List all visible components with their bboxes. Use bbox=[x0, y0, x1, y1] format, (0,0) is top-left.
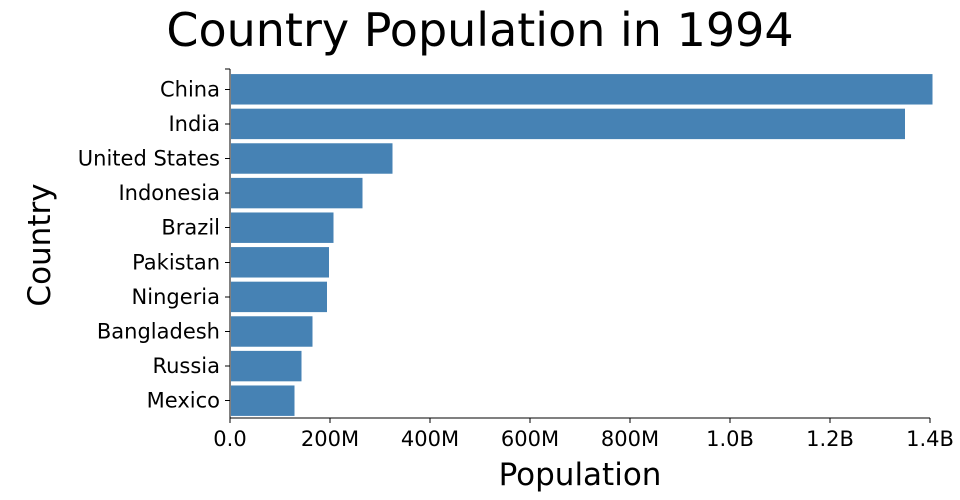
bar-brazil bbox=[231, 212, 334, 243]
chart-title: Country Population in 1994 bbox=[166, 3, 793, 57]
x-tick-label: 0.0 bbox=[213, 427, 246, 451]
bar-china bbox=[231, 74, 933, 105]
y-tick-label: Indonesia bbox=[118, 181, 220, 205]
bar-indonesia bbox=[231, 177, 363, 209]
y-tick-label: Bangladesh bbox=[97, 320, 220, 344]
y-tick-label: Pakistan bbox=[132, 250, 220, 274]
x-tick-label: 1.0B bbox=[706, 427, 754, 451]
bar-united-states bbox=[231, 143, 393, 174]
bar-bangladesh bbox=[231, 316, 313, 347]
x-tick-label: 200M bbox=[301, 427, 359, 451]
bars-layer bbox=[231, 74, 933, 416]
y-tick-label: India bbox=[168, 112, 220, 136]
y-tick-label: Mexico bbox=[147, 389, 220, 413]
bar-mexico bbox=[231, 385, 295, 416]
x-tick-label: 1.4B bbox=[906, 427, 954, 451]
y-tick-label: United States bbox=[78, 147, 220, 171]
y-tick-label: Ningeria bbox=[132, 285, 220, 309]
bar-india bbox=[231, 108, 905, 140]
bar-russia bbox=[231, 350, 302, 382]
x-tick-label: 400M bbox=[401, 427, 459, 451]
x-tick-label: 800M bbox=[601, 427, 659, 451]
y-tick-label: Russia bbox=[152, 354, 220, 378]
y-tick-label: Brazil bbox=[161, 216, 220, 240]
x-axis-title: Population bbox=[499, 457, 662, 493]
bar-ningeria bbox=[231, 281, 327, 313]
y-axis: China India United States Indonesia Brazil Pa… bbox=[78, 68, 231, 418]
x-tick-label: 1.2B bbox=[806, 427, 854, 451]
x-tick-label: 600M bbox=[501, 427, 559, 451]
y-axis-title: Country bbox=[22, 183, 58, 306]
bar-pakistan bbox=[231, 247, 329, 278]
y-tick-label: China bbox=[160, 77, 220, 101]
x-axis: 0.0 200M 400M 600M 800M 1.0B 1.2B 1.4B bbox=[213, 417, 954, 451]
